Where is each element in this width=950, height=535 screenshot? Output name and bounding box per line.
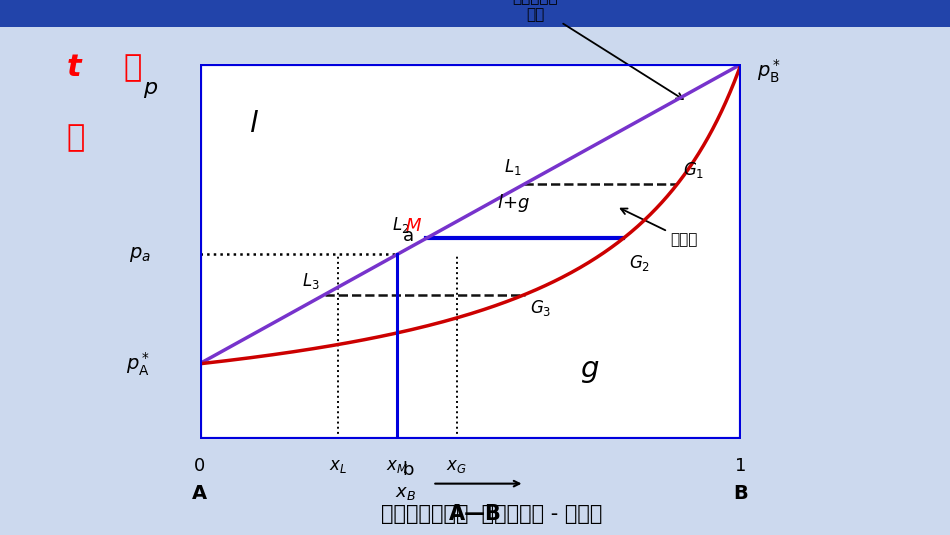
Text: $x_M$: $x_M$ — [386, 457, 408, 476]
Text: $G_2$: $G_2$ — [629, 253, 650, 273]
Text: $p_a$: $p_a$ — [129, 245, 151, 264]
Text: $G_3$: $G_3$ — [530, 299, 552, 318]
Text: $l$: $l$ — [249, 110, 258, 138]
Text: $L_2$: $L_2$ — [392, 215, 410, 234]
Text: B: B — [733, 484, 749, 503]
Text: 定: 定 — [66, 123, 85, 152]
Text: b: b — [403, 461, 414, 479]
Text: 液相线（直
线）: 液相线（直 线） — [512, 0, 683, 99]
Text: $p$: $p$ — [143, 80, 159, 101]
Text: t: t — [66, 54, 81, 82]
Text: $L_1$: $L_1$ — [504, 157, 522, 177]
Text: 气相线: 气相线 — [620, 209, 698, 247]
Text: $M$: $M$ — [406, 217, 423, 234]
Text: A—B: A—B — [448, 505, 502, 524]
Text: 0: 0 — [194, 457, 205, 476]
Text: 1: 1 — [735, 457, 747, 476]
Text: $x_B$: $x_B$ — [395, 484, 416, 502]
Text: $p_\mathrm{B}^*$: $p_\mathrm{B}^*$ — [757, 58, 782, 86]
Text: 一: 一 — [124, 54, 142, 82]
Text: $G_1$: $G_1$ — [683, 160, 704, 180]
Text: $x_G$: $x_G$ — [446, 457, 467, 476]
Text: a: a — [403, 227, 413, 245]
Text: $L_3$: $L_3$ — [301, 271, 319, 291]
Text: $p_\mathrm{A}^*$: $p_\mathrm{A}^*$ — [126, 350, 151, 378]
Text: A: A — [192, 484, 207, 503]
Text: 理想液态混合物: 理想液态混合物 — [381, 505, 475, 524]
Text: $g$: $g$ — [580, 357, 599, 385]
Text: $l$+$g$: $l$+$g$ — [497, 192, 530, 214]
Text: 系统的压力 - 组成图: 系统的压力 - 组成图 — [475, 505, 602, 524]
Text: $x_L$: $x_L$ — [329, 457, 347, 476]
